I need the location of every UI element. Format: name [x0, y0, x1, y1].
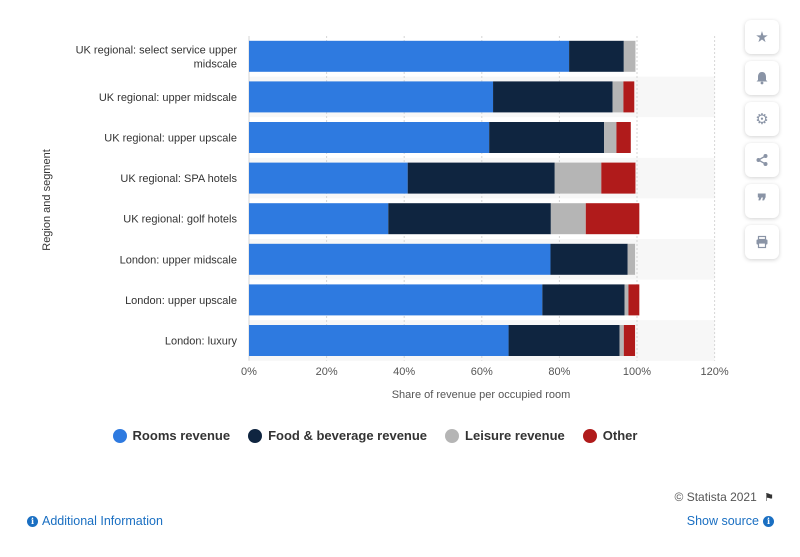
legend-item-food-beverage[interactable]: Food & beverage revenue	[248, 428, 427, 443]
legend-dot	[445, 428, 460, 443]
statista-credit[interactable]: © Statista 2021 ⚑	[675, 490, 774, 504]
legend-item-leisure[interactable]: Leisure revenue	[445, 428, 565, 443]
bar-segment-0[interactable]	[249, 284, 543, 316]
category-label: London: upper upscale	[125, 295, 237, 307]
x-tick-label: 20%	[316, 366, 338, 378]
print-icon[interactable]	[745, 225, 779, 259]
share-icon[interactable]	[745, 143, 779, 177]
bar-segment-3[interactable]	[601, 162, 636, 194]
flag-icon[interactable]: ⚑	[764, 492, 774, 504]
bar-segment-2[interactable]	[619, 325, 624, 356]
category-label: UK regional: select service upper midscal…	[76, 44, 238, 70]
legend-item-other[interactable]: Other	[582, 428, 638, 443]
bar-segment-0[interactable]	[249, 243, 551, 275]
x-tick-label: 40%	[393, 366, 415, 378]
x-axis-label: Share of revenue per occupied room	[392, 389, 571, 401]
bar-segment-3[interactable]	[623, 81, 635, 113]
bar-segment-1[interactable]	[388, 203, 551, 235]
bar-segment-2[interactable]	[612, 81, 624, 113]
y-axis-label: Region and segment	[41, 149, 53, 251]
bar-segment-2[interactable]	[550, 203, 586, 235]
bar-segment-0[interactable]	[249, 162, 408, 194]
legend-dot	[248, 428, 263, 443]
category-labels: UK regional: select service upper midscal…	[76, 44, 238, 347]
bar-segment-1[interactable]	[569, 40, 624, 72]
bar-segment-2[interactable]	[627, 243, 636, 275]
category-label: UK regional: SPA hotels	[120, 173, 237, 185]
bars	[249, 40, 640, 356]
bar-segment-1[interactable]	[542, 284, 625, 316]
legend-label: Food & beverage revenue	[268, 428, 428, 443]
info-icon: i	[763, 515, 774, 527]
bell-icon[interactable]	[745, 61, 779, 95]
bar-segment-1[interactable]	[493, 81, 613, 113]
bar-segment-2[interactable]	[623, 40, 636, 72]
category-label: UK regional: golf hotels	[123, 214, 237, 226]
x-tick-label: 60%	[471, 366, 493, 378]
additional-information-link[interactable]: i Additional Information	[27, 514, 163, 528]
x-tick-label: 120%	[701, 366, 729, 378]
bar-segment-1[interactable]	[550, 243, 628, 275]
category-label: UK regional: upper upscale	[104, 133, 237, 145]
bar-segment-2[interactable]	[604, 122, 617, 153]
bar-segment-3[interactable]	[585, 203, 640, 235]
category-label: London: upper midscale	[120, 254, 237, 266]
legend-dot	[582, 428, 597, 443]
bar-segment-1[interactable]	[489, 122, 605, 153]
legend-item-rooms[interactable]: Rooms revenue	[112, 428, 231, 443]
toolbar: ★ ⚙ ❞	[745, 20, 781, 266]
bar-segment-0[interactable]	[249, 203, 389, 235]
x-tick-label: 100%	[623, 366, 651, 378]
show-source-label: Show source	[686, 514, 759, 528]
info-icon: i	[27, 515, 38, 527]
bar-segment-2[interactable]	[554, 162, 602, 194]
x-tick-label: 80%	[548, 366, 570, 378]
gear-icon[interactable]: ⚙	[745, 102, 779, 136]
bar-segment-1[interactable]	[407, 162, 555, 194]
category-label: UK regional: upper midscale	[99, 92, 237, 104]
bar-segment-3[interactable]	[628, 284, 640, 316]
quote-icon[interactable]: ❞	[745, 184, 779, 218]
legend-label: Other	[602, 428, 638, 443]
category-label: London: luxury	[165, 336, 238, 348]
star-icon[interactable]: ★	[745, 20, 779, 54]
chart: UK regional: select service upper midscal…	[41, 36, 729, 401]
x-tick-labels: 0% 20% 40% 60% 80% 100% 120%	[241, 366, 729, 378]
bar-segment-2[interactable]	[624, 284, 629, 316]
legend-label: Rooms revenue	[132, 428, 231, 443]
bar-segment-0[interactable]	[249, 325, 509, 356]
bar-segment-3[interactable]	[623, 325, 636, 356]
show-source-link[interactable]: Show source i	[687, 514, 774, 528]
legend-label: Leisure revenue	[465, 428, 565, 443]
x-tick-label: 0%	[241, 366, 257, 378]
legend: Rooms revenue Food & beverage revenue Le…	[0, 428, 750, 443]
bar-segment-0[interactable]	[249, 122, 490, 153]
bar-segment-1[interactable]	[508, 325, 620, 356]
bar-segment-0[interactable]	[249, 81, 494, 113]
bar-segment-0[interactable]	[249, 40, 570, 72]
bar-segment-3[interactable]	[616, 122, 631, 153]
additional-information-label: Additional Information	[42, 514, 163, 528]
legend-dot	[112, 428, 127, 443]
credit-text: © Statista 2021	[674, 490, 757, 504]
